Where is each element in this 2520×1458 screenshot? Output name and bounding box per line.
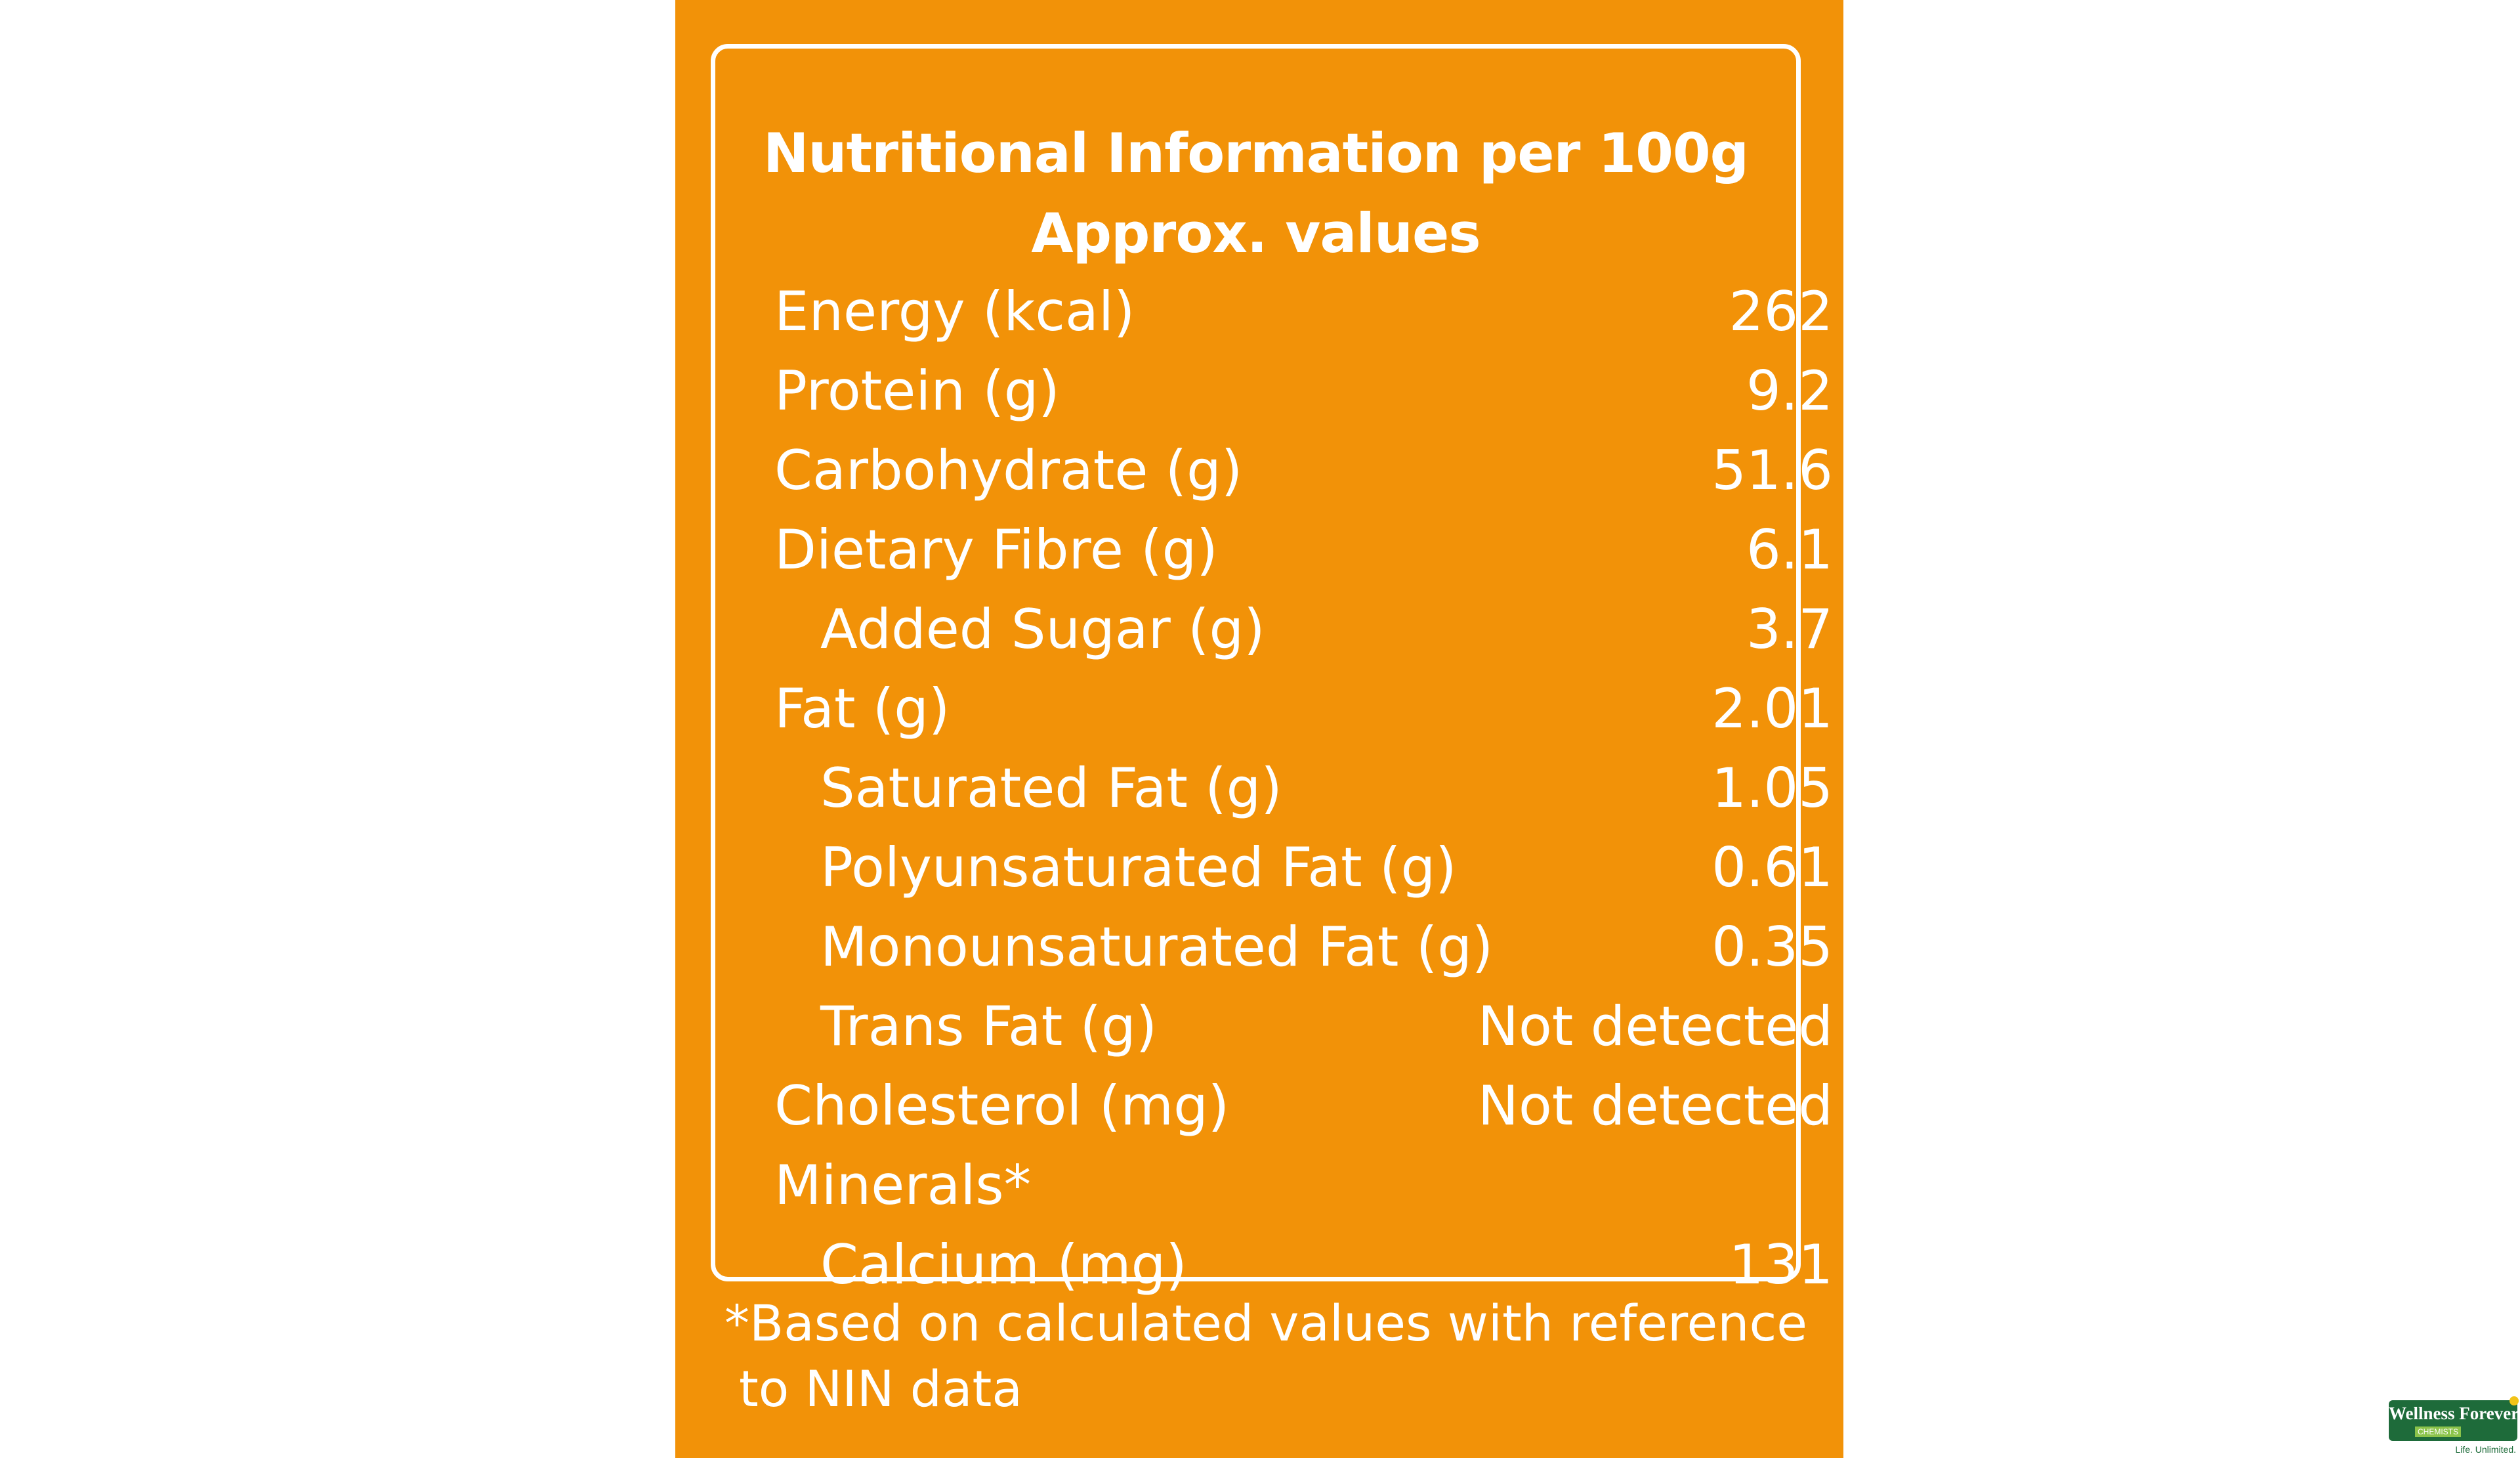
nutrient-value: Not detected bbox=[1477, 1074, 1833, 1138]
nutrient-label: Carbohydrate (g) bbox=[774, 439, 1243, 502]
nutrient-value: 262 bbox=[1729, 280, 1833, 343]
brand-name: Wellness Forever bbox=[2389, 1404, 2517, 1423]
nutrient-label: Added Sugar (g) bbox=[820, 597, 1265, 661]
nutrient-value: 6.1 bbox=[1746, 518, 1833, 582]
nutrient-row-polyunsaturated-fat: Polyunsaturated Fat (g) 0.61 bbox=[774, 828, 1833, 907]
nutrient-label: Fat (g) bbox=[774, 677, 950, 740]
nutrient-row-cholesterol: Cholesterol (mg) Not detected bbox=[774, 1066, 1833, 1146]
nutrient-value: 0.61 bbox=[1712, 836, 1833, 899]
nutrient-row-monounsaturated-fat: Monounsaturated Fat (g) 0.35 bbox=[774, 907, 1833, 987]
nutrient-label: Saturated Fat (g) bbox=[820, 756, 1282, 820]
nutrient-label: Minerals* bbox=[774, 1153, 1032, 1217]
nutrient-row-fat: Fat (g) 2.01 bbox=[774, 669, 1833, 748]
nutrient-row-saturated-fat: Saturated Fat (g) 1.05 bbox=[774, 748, 1833, 828]
nutrition-table-box: Nutritional Information per 100g Approx.… bbox=[711, 44, 1833, 1297]
nutrient-value: 0.35 bbox=[1712, 915, 1833, 979]
nutrient-value: 9.2 bbox=[1746, 359, 1833, 423]
nutrient-value: 3.7 bbox=[1746, 597, 1833, 661]
footnote-line-1: *Based on calculated values with referen… bbox=[724, 1294, 1807, 1352]
nutrient-label: Calcium (mg) bbox=[820, 1233, 1187, 1297]
brand-watermark-logo: Wellness Forever CHEMISTS Life. Unlimite… bbox=[2389, 1396, 2519, 1457]
nutrient-label: Cholesterol (mg) bbox=[774, 1074, 1230, 1138]
nutrient-row-added-sugar: Added Sugar (g) 3.7 bbox=[774, 590, 1833, 669]
nutrient-row-trans-fat: Trans Fat (g) Not detected bbox=[774, 987, 1833, 1066]
nutrient-label: Polyunsaturated Fat (g) bbox=[820, 836, 1457, 899]
nutrient-value: 51.6 bbox=[1712, 439, 1833, 502]
footnote-line-2: to NIN data bbox=[739, 1360, 1022, 1418]
nutrient-label: Monounsaturated Fat (g) bbox=[820, 915, 1494, 979]
nutrient-label: Dietary Fibre (g) bbox=[774, 518, 1218, 582]
table-subtitle: Approx. values bbox=[1031, 202, 1480, 265]
brand-sub-label: CHEMISTS bbox=[2415, 1426, 2462, 1437]
nutrient-label: Energy (kcal) bbox=[774, 280, 1135, 343]
nutrient-label: Trans Fat (g) bbox=[820, 995, 1158, 1058]
nutrient-row-minerals: Minerals* bbox=[774, 1146, 1833, 1225]
nutrient-value: 1.05 bbox=[1712, 756, 1833, 820]
nutrient-label: Protein (g) bbox=[774, 359, 1060, 423]
nutrient-row-protein: Protein (g) 9.2 bbox=[774, 351, 1833, 431]
table-title: Nutritional Information per 100g bbox=[763, 121, 1749, 185]
nutrient-value: 131 bbox=[1729, 1233, 1833, 1297]
nutrient-value: Not detected bbox=[1477, 995, 1833, 1058]
nutrient-row-dietary-fibre: Dietary Fibre (g) 6.1 bbox=[774, 510, 1833, 590]
leaf-icon bbox=[2510, 1396, 2519, 1405]
brand-tagline: Life. Unlimited. bbox=[2455, 1444, 2516, 1455]
nutrition-panel: Nutritional Information per 100g Approx.… bbox=[675, 0, 1843, 1458]
footnote: *Based on calculated values with referen… bbox=[724, 1291, 1807, 1422]
nutrient-row-calcium: Calcium (mg) 131 bbox=[774, 1225, 1833, 1304]
nutrient-row-energy: Energy (kcal) 262 bbox=[774, 272, 1833, 351]
nutrient-row-carbohydrate: Carbohydrate (g) 51.6 bbox=[774, 431, 1833, 510]
nutrient-value: 2.01 bbox=[1712, 677, 1833, 740]
